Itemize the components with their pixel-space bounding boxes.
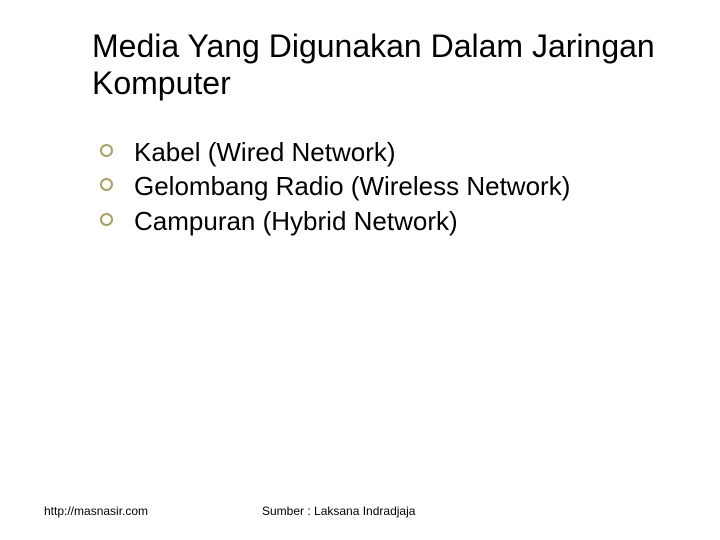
footer-source: Sumber : Laksana Indradjaja (262, 504, 415, 518)
circle-bullet-icon (100, 178, 113, 191)
list-item: Gelombang Radio (Wireless Network) (100, 170, 660, 203)
circle-bullet-icon (100, 213, 113, 226)
bullet-list: Kabel (Wired Network) Gelombang Radio (W… (92, 136, 660, 238)
circle-bullet-icon (100, 144, 113, 157)
bullet-text: Gelombang Radio (Wireless Network) (134, 171, 570, 201)
slide-title: Media Yang Digunakan Dalam Jaringan Komp… (92, 28, 660, 102)
footer-url: http://masnasir.com (44, 504, 148, 518)
bullet-text: Kabel (Wired Network) (134, 137, 396, 167)
list-item: Kabel (Wired Network) (100, 136, 660, 169)
bullet-text: Campuran (Hybrid Network) (134, 206, 458, 236)
slide-container: Media Yang Digunakan Dalam Jaringan Komp… (0, 0, 720, 540)
list-item: Campuran (Hybrid Network) (100, 205, 660, 238)
